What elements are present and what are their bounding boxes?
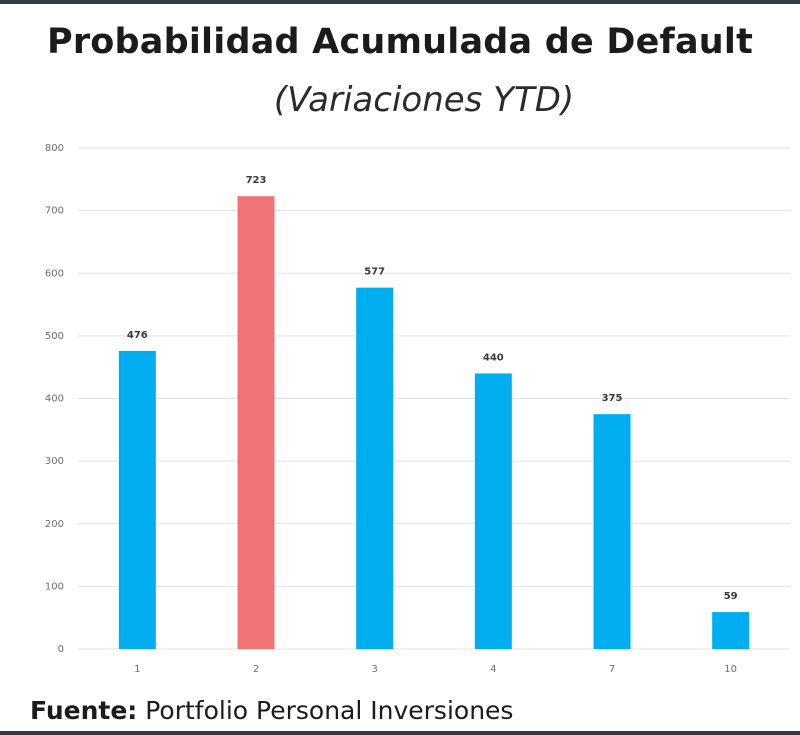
y-tick-label: 500 bbox=[45, 331, 64, 342]
data-label: 59 bbox=[724, 591, 738, 602]
source-text: Portfolio Personal Inversiones bbox=[137, 696, 514, 725]
data-label: 476 bbox=[127, 330, 148, 341]
chart-title: Probabilidad Acumulada de Default bbox=[46, 22, 754, 62]
y-tick-label: 400 bbox=[45, 394, 64, 405]
source-note: Fuente: Portfolio Personal Inversiones bbox=[30, 696, 513, 725]
bar bbox=[712, 612, 750, 649]
data-label: 577 bbox=[364, 267, 385, 278]
x-tick-label: 2 bbox=[253, 664, 259, 675]
data-label: 723 bbox=[246, 175, 267, 186]
x-tick-label: 4 bbox=[490, 664, 496, 675]
bar bbox=[593, 414, 631, 649]
data-label: 440 bbox=[483, 352, 504, 363]
source-label: Fuente: bbox=[30, 696, 138, 725]
x-tick-label: 7 bbox=[609, 664, 615, 675]
y-tick-label: 0 bbox=[58, 644, 64, 655]
bar bbox=[237, 196, 275, 649]
y-tick-label: 600 bbox=[45, 268, 64, 279]
x-tick-label: 3 bbox=[371, 664, 377, 675]
data-label: 375 bbox=[602, 393, 623, 404]
bar bbox=[356, 287, 394, 649]
y-tick-label: 200 bbox=[45, 519, 64, 530]
x-tick-label: 10 bbox=[724, 664, 737, 675]
y-tick-label: 800 bbox=[45, 143, 64, 154]
bar-chart: 0 100 200 300 400 500 600 700 800 476 1 723 2 577 3 440… bbox=[45, 143, 790, 675]
y-tick-label: 100 bbox=[45, 581, 64, 592]
bar bbox=[118, 350, 156, 649]
x-tick-label: 1 bbox=[134, 664, 140, 675]
bottom-border bbox=[0, 731, 800, 735]
y-tick-label: 300 bbox=[45, 456, 64, 467]
top-border bbox=[0, 0, 800, 4]
chart-subtitle: (Variaciones YTD) bbox=[273, 80, 575, 120]
bar bbox=[474, 373, 512, 649]
y-tick-label: 700 bbox=[45, 206, 64, 217]
